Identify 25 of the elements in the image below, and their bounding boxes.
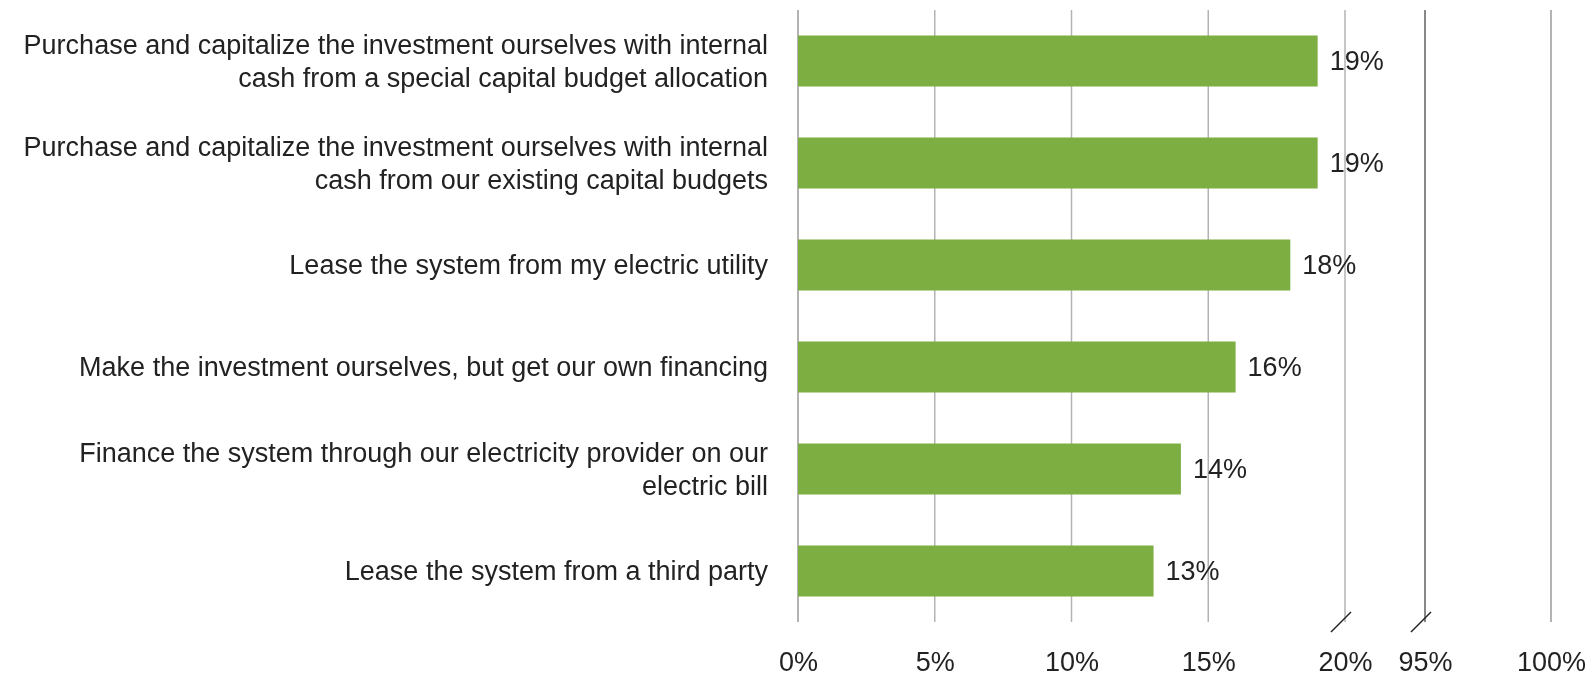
y-tick-label: Purchase and capitalize the investment ourselves with internal cash from our existing capital budgets: [23, 132, 768, 195]
bar: [798, 239, 1291, 291]
data-label: 19%: [1329, 148, 1384, 179]
data-label: 14%: [1192, 454, 1247, 485]
y-tick-label: Make the investment ourselves, but get our own financing: [79, 352, 768, 383]
data-label: 16%: [1247, 352, 1302, 383]
x-tick-label: 15%: [1181, 647, 1236, 678]
text: 100%: [1516, 647, 1587, 678]
bar: [798, 341, 1236, 393]
y-tick-label: Purchase and capitalize the investment ourselves with internal cash from a special capital budget allocation: [23, 30, 768, 93]
bar: [798, 443, 1181, 495]
data-label: 13%: [1165, 556, 1220, 587]
data-label: 18%: [1302, 250, 1357, 281]
x-tick-label: 0%: [778, 647, 819, 678]
text: 95%: [1398, 647, 1453, 678]
bar: [798, 545, 1154, 597]
x-tick-label: 20%: [1318, 647, 1373, 678]
data-label: 19%: [1329, 46, 1384, 77]
x-tick-label: 5%: [915, 647, 955, 678]
bar: [798, 35, 1318, 87]
y-tick-label: Lease the system from a third party: [344, 556, 769, 587]
y-tick-label: Lease the system from my electric utility: [289, 250, 769, 281]
y-tick-label: Finance the system through our electricity provider on our electric bill: [79, 438, 768, 501]
x-tick-label: 10%: [1044, 647, 1100, 678]
bar: [798, 137, 1318, 189]
